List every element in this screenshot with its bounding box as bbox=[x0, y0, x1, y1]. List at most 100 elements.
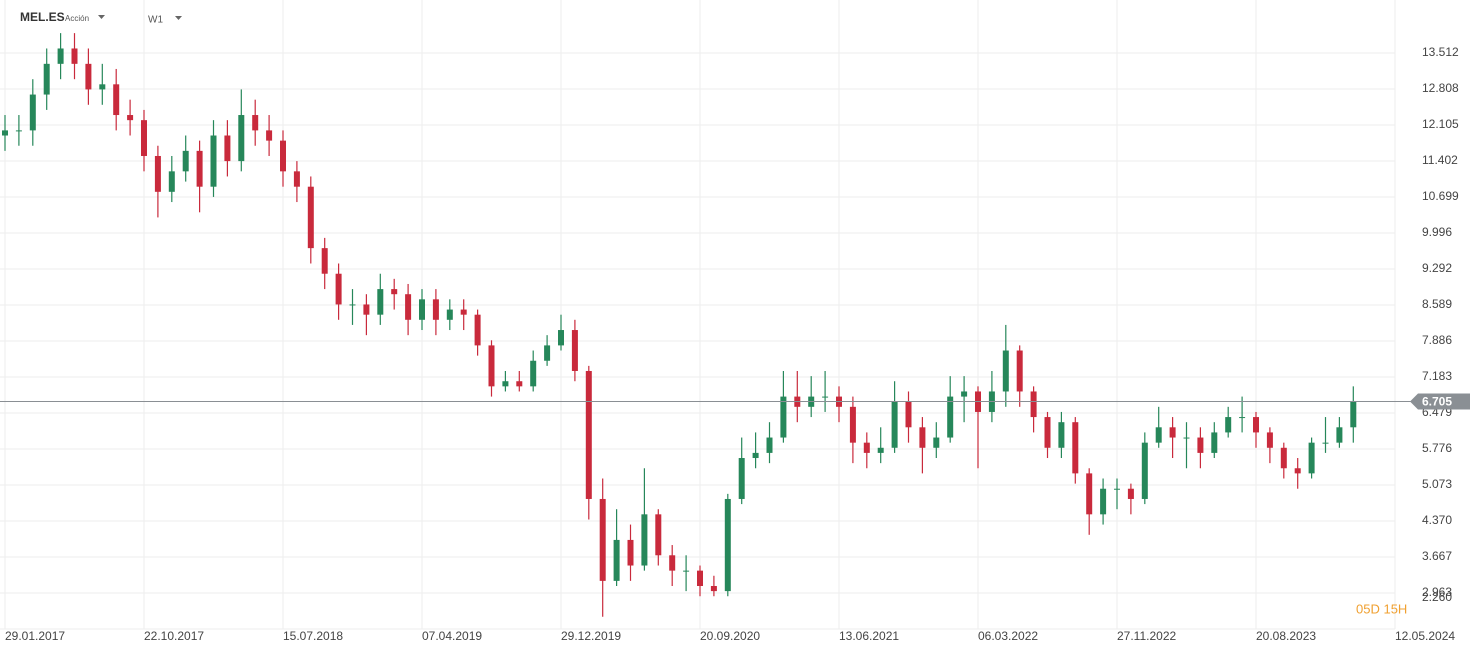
instrument-type: Acción bbox=[65, 14, 89, 23]
x-tick-label: 12.05.2024 bbox=[1395, 629, 1455, 643]
y-tick-label: 2.260 bbox=[1422, 590, 1452, 604]
candle-body bbox=[1239, 417, 1246, 419]
candle-body bbox=[405, 294, 412, 320]
last-price-label: 6.705 bbox=[1422, 395, 1452, 409]
candle-body bbox=[502, 381, 509, 387]
candle-body bbox=[1030, 391, 1037, 418]
y-tick-label: 5.073 bbox=[1422, 477, 1452, 491]
y-tick-label: 11.402 bbox=[1422, 153, 1458, 167]
candle-body bbox=[43, 63, 50, 95]
candle-body bbox=[1155, 427, 1162, 443]
candle-body bbox=[1100, 488, 1107, 515]
candle-body bbox=[933, 437, 940, 448]
candle-body bbox=[488, 345, 495, 387]
candle-body bbox=[363, 304, 370, 315]
candle-body bbox=[710, 585, 717, 592]
y-tick-label: 9.292 bbox=[1422, 261, 1452, 275]
timeframe[interactable]: W1 bbox=[148, 15, 163, 26]
candle-body bbox=[15, 130, 22, 132]
candle-body bbox=[683, 570, 690, 572]
y-tick-label: 3.667 bbox=[1422, 549, 1452, 563]
candle-body bbox=[252, 115, 259, 131]
candle-body bbox=[113, 84, 120, 116]
candle-body bbox=[766, 437, 773, 453]
y-tick-label: 10.699 bbox=[1422, 189, 1459, 203]
candle-body bbox=[1336, 427, 1343, 443]
candle-body bbox=[99, 84, 106, 90]
candle-body bbox=[1197, 437, 1204, 453]
y-tick-label: 5.776 bbox=[1422, 441, 1452, 455]
candle-body bbox=[1002, 350, 1009, 392]
candle-body bbox=[210, 135, 217, 187]
candle-body bbox=[516, 381, 523, 387]
candle-body bbox=[905, 401, 912, 428]
candle-body bbox=[571, 330, 578, 371]
candle-body bbox=[780, 396, 787, 438]
x-tick-label: 07.04.2019 bbox=[422, 629, 482, 643]
candle-body bbox=[863, 442, 870, 453]
candle-body bbox=[1044, 417, 1051, 448]
y-tick-label: 12.105 bbox=[1422, 117, 1459, 131]
candle-body bbox=[1225, 417, 1232, 433]
candle-body bbox=[1253, 417, 1259, 433]
candle-body bbox=[738, 458, 745, 499]
candle-body bbox=[1016, 350, 1023, 392]
candle-body bbox=[585, 370, 592, 499]
candle-body bbox=[391, 289, 398, 295]
candle-body bbox=[627, 539, 634, 566]
candle-body bbox=[474, 314, 481, 346]
y-tick-label: 12.808 bbox=[1422, 81, 1459, 95]
candle-body bbox=[1127, 488, 1134, 499]
y-tick-label: 7.183 bbox=[1422, 369, 1452, 383]
y-tick-label: 13.512 bbox=[1422, 45, 1459, 59]
candle-body bbox=[71, 48, 78, 64]
symbol[interactable]: MEL.ES bbox=[20, 10, 65, 24]
candle-body bbox=[530, 360, 537, 387]
candle-body bbox=[891, 401, 898, 448]
candle-body bbox=[961, 391, 968, 397]
candles bbox=[2, 33, 1357, 617]
candle-body bbox=[1141, 442, 1148, 499]
candle-body bbox=[127, 115, 134, 121]
candle-body bbox=[752, 452, 759, 459]
candle-body bbox=[613, 539, 620, 581]
candle-body bbox=[280, 140, 286, 172]
candle-body bbox=[558, 330, 564, 346]
candle-body bbox=[1183, 437, 1190, 439]
x-tick-label: 22.10.2017 bbox=[144, 629, 204, 643]
candle-body bbox=[419, 299, 425, 320]
dropdown-icon[interactable] bbox=[175, 16, 182, 20]
x-tick-label: 13.06.2021 bbox=[839, 629, 899, 643]
candle-body bbox=[168, 171, 175, 192]
candle-body bbox=[446, 309, 453, 320]
y-tick-label: 8.589 bbox=[1422, 297, 1452, 311]
candle-body bbox=[1072, 422, 1079, 474]
candle-body bbox=[335, 273, 342, 305]
candle-body bbox=[196, 150, 203, 187]
last-price-tag bbox=[1410, 393, 1470, 410]
candle-body bbox=[349, 304, 356, 306]
candle-body bbox=[307, 186, 314, 249]
candle-body bbox=[1294, 468, 1301, 474]
dropdown-icon[interactable] bbox=[98, 15, 105, 19]
candle-body bbox=[544, 345, 551, 361]
candle-body bbox=[2, 130, 8, 136]
x-tick-label: 15.07.2018 bbox=[283, 629, 343, 643]
y-tick-label: 2.963 bbox=[1422, 585, 1452, 599]
candle-body bbox=[321, 248, 328, 274]
candle-body bbox=[1086, 473, 1093, 515]
candle-body bbox=[669, 555, 676, 571]
candle-body bbox=[141, 120, 147, 156]
candle-body bbox=[1322, 442, 1329, 444]
candle-body bbox=[599, 498, 606, 581]
candle-body bbox=[238, 115, 245, 162]
x-tick-label: 20.08.2023 bbox=[1256, 629, 1316, 643]
candle-body bbox=[947, 396, 954, 438]
x-tick-label: 06.03.2022 bbox=[978, 629, 1038, 643]
x-tick-label: 29.01.2017 bbox=[5, 629, 65, 643]
candle-body bbox=[1058, 422, 1065, 448]
candle-body bbox=[293, 171, 300, 187]
y-tick-label: 9.996 bbox=[1422, 225, 1452, 239]
x-tick-label: 27.11.2022 bbox=[1117, 629, 1176, 643]
